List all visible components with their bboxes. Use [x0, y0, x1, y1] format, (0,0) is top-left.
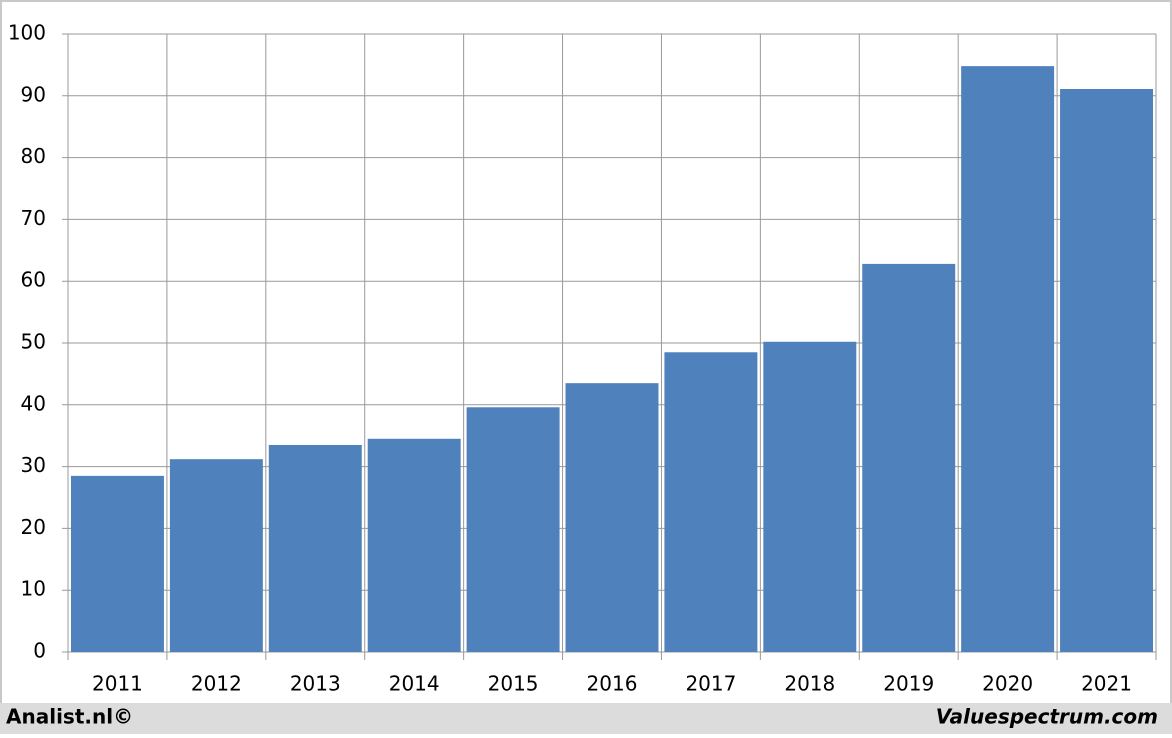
x-tick-label: 2015 [488, 672, 539, 696]
y-tick-label: 10 [21, 577, 46, 601]
x-tick-label: 2011 [92, 672, 143, 696]
footer-bar [0, 703, 1172, 734]
bar [367, 438, 461, 652]
bar [70, 475, 164, 652]
y-tick-label: 40 [21, 391, 46, 415]
y-tick-label: 30 [21, 453, 46, 477]
x-tick-label: 2017 [685, 672, 736, 696]
x-tick-label: 2014 [389, 672, 440, 696]
y-tick-label: 100 [8, 21, 46, 45]
bar [961, 66, 1055, 653]
y-tick-label: 90 [21, 82, 46, 106]
x-tick-label: 2019 [883, 672, 934, 696]
bar [565, 383, 659, 652]
x-tick-label: 2012 [191, 672, 242, 696]
bar [763, 341, 857, 652]
y-tick-label: 0 [33, 639, 46, 663]
bar [169, 459, 263, 652]
y-tick-label: 80 [21, 144, 46, 168]
y-tick-label: 50 [21, 330, 46, 354]
footer-left: Analist.nl© [6, 705, 133, 729]
bar [664, 352, 758, 652]
y-tick-label: 20 [21, 515, 46, 539]
bar [1060, 89, 1154, 652]
footer-right: Valuespectrum.com [936, 705, 1158, 729]
x-tick-label: 2021 [1081, 672, 1132, 696]
bar [466, 407, 560, 652]
x-tick-label: 2016 [587, 672, 638, 696]
x-tick-label: 2018 [784, 672, 835, 696]
y-tick-label: 60 [21, 268, 46, 292]
x-tick-label: 2013 [290, 672, 341, 696]
y-tick-label: 70 [21, 206, 46, 230]
bar [862, 263, 956, 652]
x-tick-label: 2020 [982, 672, 1033, 696]
bar [268, 444, 362, 652]
